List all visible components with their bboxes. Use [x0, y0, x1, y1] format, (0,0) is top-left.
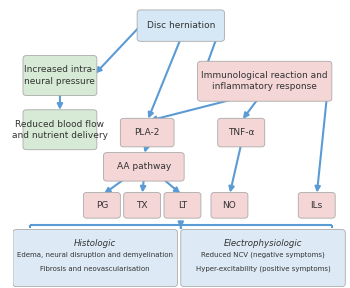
Text: Fibrosis and neovascularisation: Fibrosis and neovascularisation [40, 266, 150, 272]
Text: Hyper-excitability (positive symptoms): Hyper-excitability (positive symptoms) [196, 266, 330, 272]
Text: PLA-2: PLA-2 [134, 128, 160, 137]
FancyBboxPatch shape [211, 192, 248, 218]
FancyBboxPatch shape [197, 61, 332, 101]
Text: Reduced blood flow
and nutrient delivery: Reduced blood flow and nutrient delivery [12, 120, 108, 140]
Text: Immunological reaction and
inflammatory response: Immunological reaction and inflammatory … [201, 71, 328, 91]
FancyBboxPatch shape [120, 118, 174, 147]
FancyBboxPatch shape [23, 110, 97, 150]
FancyBboxPatch shape [218, 118, 265, 147]
Text: Histologic: Histologic [74, 239, 116, 248]
FancyBboxPatch shape [13, 230, 177, 287]
Text: LT: LT [178, 201, 187, 210]
Text: Edema, neural disruption and demyelination: Edema, neural disruption and demyelinati… [17, 252, 173, 258]
Text: TNF-α: TNF-α [228, 128, 254, 137]
Text: PG: PG [96, 201, 108, 210]
Text: Increased intra-
neural pressure: Increased intra- neural pressure [24, 65, 96, 86]
FancyBboxPatch shape [83, 192, 120, 218]
FancyBboxPatch shape [298, 192, 335, 218]
FancyBboxPatch shape [23, 56, 97, 96]
Text: Disc herniation: Disc herniation [147, 21, 215, 30]
Text: ILs: ILs [310, 201, 323, 210]
FancyBboxPatch shape [181, 230, 345, 287]
Text: AA pathway: AA pathway [117, 162, 171, 171]
Text: NO: NO [223, 201, 236, 210]
FancyBboxPatch shape [104, 153, 184, 181]
Text: Reduced NCV (negative symptoms): Reduced NCV (negative symptoms) [201, 252, 325, 259]
Text: TX: TX [136, 201, 148, 210]
FancyBboxPatch shape [137, 10, 224, 41]
FancyBboxPatch shape [164, 192, 201, 218]
Text: Electrophysiologic: Electrophysiologic [224, 239, 302, 248]
FancyBboxPatch shape [124, 192, 161, 218]
